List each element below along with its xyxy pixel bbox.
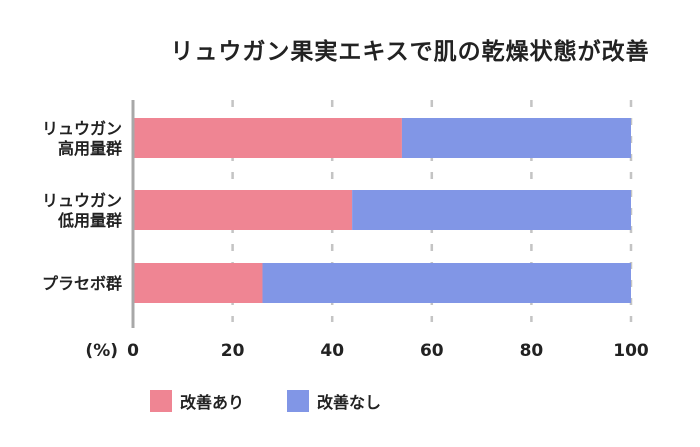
bar-not-improved-0 — [401, 118, 631, 158]
category-label-1-1: 低用量群 — [57, 211, 122, 230]
legend-swatch-1 — [287, 390, 309, 412]
x-tick-label-100: 100 — [613, 341, 649, 361]
x-tick-label-60: 60 — [420, 341, 444, 361]
category-label-2-0: プラセボ群 — [42, 274, 122, 293]
unit-label: (%) — [85, 341, 118, 361]
category-label-0-1: 高用量群 — [58, 139, 122, 158]
bar-improved-2 — [133, 263, 263, 303]
legend-swatch-0 — [150, 390, 172, 412]
bar-improved-1 — [133, 190, 353, 230]
bar-not-improved-1 — [352, 190, 631, 230]
x-tick-label-40: 40 — [320, 341, 344, 361]
bar-improved-0 — [133, 118, 402, 158]
x-tick-label-20: 20 — [221, 341, 245, 361]
legend-label-1: 改善なし — [317, 393, 381, 412]
category-label-1-0: リュウガン — [42, 191, 122, 210]
category-label-0-0: リュウガン — [42, 119, 122, 138]
x-tick-label-80: 80 — [520, 341, 544, 361]
bar-not-improved-2 — [262, 263, 631, 303]
legend-label-0: 改善あり — [180, 393, 244, 412]
chart-title: リュウガン果実エキスで肌の乾燥状態が改善 — [170, 39, 650, 65]
x-tick-label-0: 0 — [127, 341, 139, 361]
